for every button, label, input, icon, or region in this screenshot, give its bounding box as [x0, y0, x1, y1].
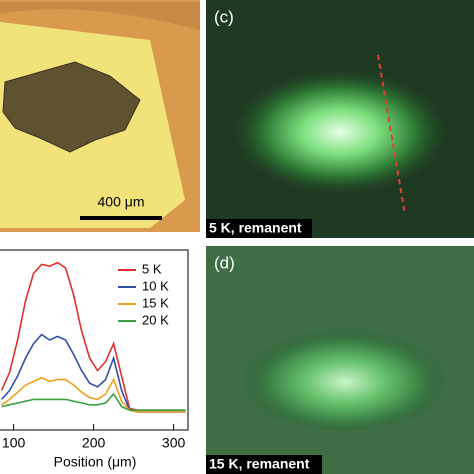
panel-label: (d): [214, 253, 235, 272]
scale-bar: [80, 216, 162, 220]
panel-d: (d) 15 K, remanent: [206, 246, 474, 474]
scale-bar-label: 400 μm: [98, 194, 145, 210]
legend-label: 5 K: [142, 261, 162, 276]
caption-box: [206, 219, 312, 238]
edge: [0, 2, 200, 30]
glow: [230, 310, 460, 430]
cut-line: [377, 54, 406, 216]
caption-box: [206, 455, 322, 474]
x-axis-label: Position (μm): [54, 454, 137, 470]
panel-c: (c) 5 K, remanent: [206, 0, 474, 238]
caption: 5 K, remanent: [209, 220, 302, 236]
series-line: [1, 376, 186, 413]
plot-frame: [0, 249, 189, 431]
glow: [220, 55, 460, 195]
legend-label: 15 K: [142, 295, 169, 310]
x-tick-label: 200: [82, 435, 106, 451]
legend-label: 10 K: [142, 278, 169, 293]
series-line: [1, 392, 186, 411]
caption: 15 K, remanent: [209, 456, 310, 472]
legend-label: 20 K: [142, 312, 169, 327]
x-tick-label: 300: [162, 435, 186, 451]
panel-label: (c): [214, 7, 234, 26]
x-tick-label: 100: [2, 435, 26, 451]
optical-panel: 400 μm: [0, 0, 200, 232]
flake: [2, 61, 141, 153]
